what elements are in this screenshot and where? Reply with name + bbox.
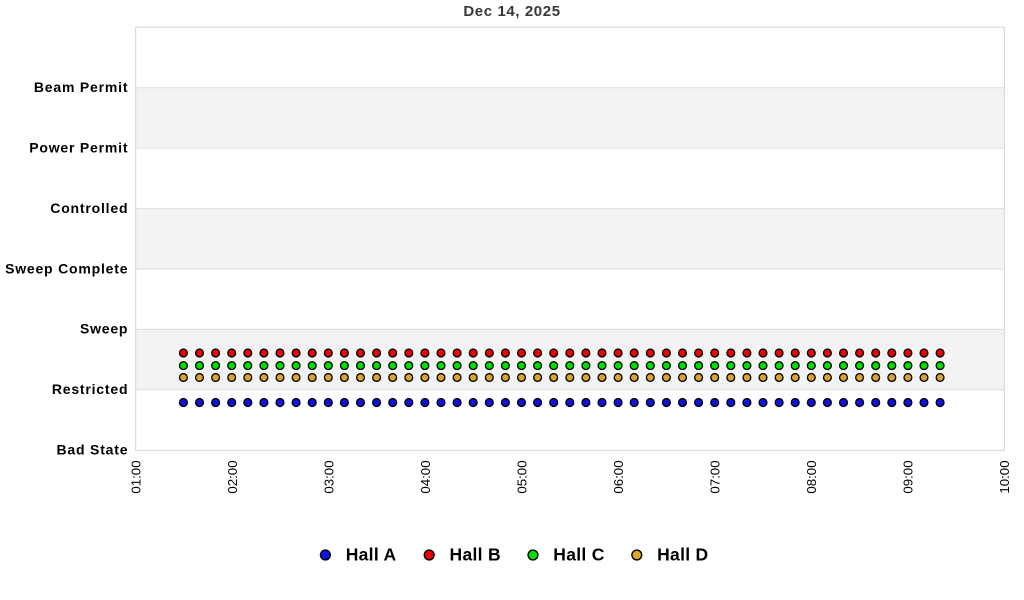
svg-text:Sweep: Sweep xyxy=(80,321,128,337)
svg-text:06:00: 06:00 xyxy=(611,460,626,493)
svg-text:03:00: 03:00 xyxy=(322,460,337,493)
svg-text:04:00: 04:00 xyxy=(418,460,433,493)
svg-text:05:00: 05:00 xyxy=(515,460,530,493)
svg-text:Dec 14, 2025: Dec 14, 2025 xyxy=(463,3,560,20)
svg-text:02:00: 02:00 xyxy=(225,460,240,493)
svg-text:01:00: 01:00 xyxy=(129,460,144,493)
svg-text:Hall C: Hall C xyxy=(553,545,604,565)
svg-text:07:00: 07:00 xyxy=(708,460,723,493)
svg-text:10:00: 10:00 xyxy=(997,460,1012,493)
svg-text:Hall B: Hall B xyxy=(450,545,501,565)
svg-text:08:00: 08:00 xyxy=(804,460,819,493)
svg-text:Beam Permit: Beam Permit xyxy=(34,79,128,95)
svg-text:Sweep Complete: Sweep Complete xyxy=(5,260,128,276)
svg-text:Restricted: Restricted xyxy=(52,381,128,397)
svg-text:Controlled: Controlled xyxy=(50,200,128,216)
svg-text:Hall D: Hall D xyxy=(657,545,708,565)
svg-text:Hall A: Hall A xyxy=(346,545,397,565)
svg-text:Bad State: Bad State xyxy=(57,442,129,458)
svg-text:Power Permit: Power Permit xyxy=(29,139,128,155)
svg-text:09:00: 09:00 xyxy=(901,460,916,493)
